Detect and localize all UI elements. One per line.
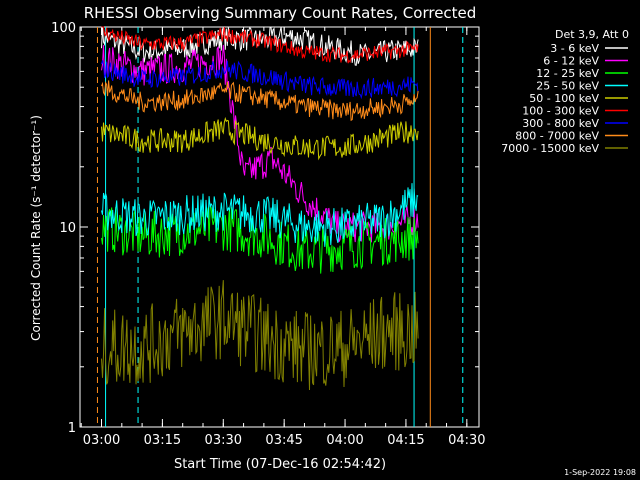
y-tick-label: 10 [59, 221, 76, 236]
series-line [101, 60, 419, 100]
series-line [101, 280, 419, 391]
legend-label: 800 - 7000 keV [515, 130, 599, 143]
x-tick-label: 04:00 [326, 433, 363, 448]
series-line [101, 26, 419, 64]
legend-label: 25 - 50 keV [536, 80, 599, 93]
y-axis-label: Corrected Count Rate (s⁻¹ detector⁻¹) [29, 115, 43, 341]
legend-label: 300 - 800 keV [522, 117, 599, 130]
series-line [101, 26, 419, 66]
legend-label: 100 - 300 keV [522, 105, 599, 118]
legend-label: 6 - 12 keV [543, 55, 599, 68]
series-group [101, 26, 419, 391]
chart-title: RHESSI Observing Summary Count Rates, Co… [84, 4, 477, 22]
legend-header: Det 3,9, Att 0 [555, 28, 629, 41]
y-tick-label: 100 [51, 21, 76, 36]
x-tick-label: 04:30 [448, 433, 485, 448]
footer-date: 1-Sep-2022 19:08 [564, 468, 636, 477]
series-line [101, 183, 419, 247]
series-line [101, 80, 419, 122]
legend-label: 7000 - 15000 keV [501, 142, 599, 155]
axes: 03:00 03:15 03:30 03:45 04:00 04:15 04:30 1 10 10… [51, 21, 485, 448]
legend-label: 50 - 100 keV [529, 92, 599, 105]
legend-label: 12 - 25 keV [536, 67, 599, 80]
legend-label: 3 - 6 keV [550, 42, 599, 55]
x-axis-label: Start Time (07-Dec-16 02:54:42) [174, 457, 386, 472]
x-tick-label: 04:15 [387, 433, 424, 448]
x-tick-label: 03:15 [144, 433, 181, 448]
x-tick-label: 03:45 [265, 433, 302, 448]
x-tick-label: 03:00 [83, 433, 120, 448]
series-line [101, 116, 419, 161]
y-tick-label: 1 [68, 421, 76, 436]
x-tick-label: 03:30 [205, 433, 242, 448]
